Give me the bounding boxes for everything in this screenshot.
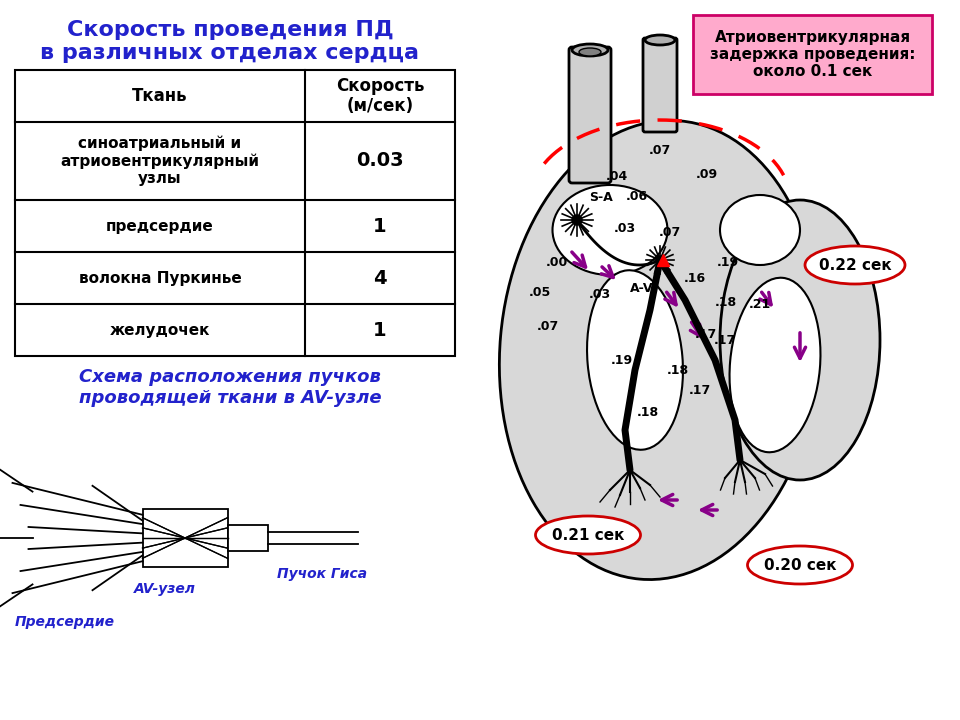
FancyBboxPatch shape	[643, 38, 677, 132]
Text: 0.21 сек: 0.21 сек	[552, 528, 624, 542]
Text: желудочек: желудочек	[109, 323, 210, 338]
Text: Схема расположения пучков
проводящей ткани в AV-узле: Схема расположения пучков проводящей тка…	[79, 368, 381, 407]
Text: Скорость проведения ПД
в различных отделах сердца: Скорость проведения ПД в различных отдел…	[40, 20, 420, 63]
Ellipse shape	[536, 516, 640, 554]
Text: .17: .17	[695, 328, 717, 341]
Text: .21: .21	[749, 297, 771, 310]
Text: .06: .06	[626, 189, 648, 202]
Text: .05: .05	[529, 286, 551, 299]
Text: .07: .07	[649, 143, 671, 156]
Text: .04: .04	[606, 171, 628, 184]
Text: Атриовентрикулярная
задержка проведения:
около 0.1 сек: Атриовентрикулярная задержка проведения:…	[709, 30, 915, 79]
Text: .09: .09	[696, 168, 718, 181]
Text: .03: .03	[614, 222, 636, 235]
Text: 0.20 сек: 0.20 сек	[764, 557, 836, 572]
Text: Пучок Гиса: Пучок Гиса	[277, 567, 368, 581]
Text: 4: 4	[373, 269, 387, 287]
Ellipse shape	[553, 185, 667, 275]
Ellipse shape	[730, 278, 821, 452]
Text: .03: .03	[588, 289, 612, 302]
Text: 0.22 сек: 0.22 сек	[819, 258, 891, 272]
Text: .07: .07	[537, 320, 559, 333]
Ellipse shape	[720, 200, 880, 480]
Text: AV-узел: AV-узел	[134, 582, 196, 596]
Text: .17: .17	[689, 384, 711, 397]
Ellipse shape	[579, 48, 601, 56]
Text: .19: .19	[611, 354, 633, 366]
Text: .17: .17	[714, 333, 736, 346]
Circle shape	[656, 256, 664, 264]
Text: 1: 1	[373, 217, 387, 235]
Text: 0.03: 0.03	[356, 151, 404, 171]
Text: .18: .18	[667, 364, 689, 377]
Bar	[142, 509, 228, 567]
Text: .07: .07	[659, 227, 682, 240]
Ellipse shape	[499, 120, 821, 580]
Text: .18: .18	[715, 295, 737, 308]
Text: синоатриальный и
атриовентрикулярный
узлы: синоатриальный и атриовентрикулярный узл…	[60, 135, 259, 186]
Text: .19: .19	[717, 256, 739, 269]
Ellipse shape	[720, 195, 800, 265]
Text: предсердие: предсердие	[107, 218, 214, 233]
Text: 1: 1	[373, 320, 387, 340]
Text: .00: .00	[546, 256, 568, 269]
Text: волокна Пуркинье: волокна Пуркинье	[79, 271, 241, 286]
Text: Скорость
(м/сек): Скорость (м/сек)	[336, 76, 424, 115]
FancyBboxPatch shape	[693, 15, 932, 94]
Ellipse shape	[805, 246, 905, 284]
FancyBboxPatch shape	[228, 526, 268, 551]
Text: Предсердие: Предсердие	[15, 615, 115, 629]
Text: Ткань: Ткань	[132, 87, 188, 105]
Ellipse shape	[748, 546, 852, 584]
Ellipse shape	[645, 35, 675, 45]
Text: .16: .16	[684, 272, 706, 286]
Ellipse shape	[587, 270, 683, 450]
Ellipse shape	[572, 44, 608, 56]
FancyBboxPatch shape	[569, 47, 611, 183]
Text: S-A: S-A	[589, 191, 612, 204]
Text: .18: .18	[636, 407, 660, 420]
Circle shape	[572, 215, 582, 225]
Text: A-V: A-V	[631, 282, 654, 295]
Bar	[15, 70, 455, 356]
